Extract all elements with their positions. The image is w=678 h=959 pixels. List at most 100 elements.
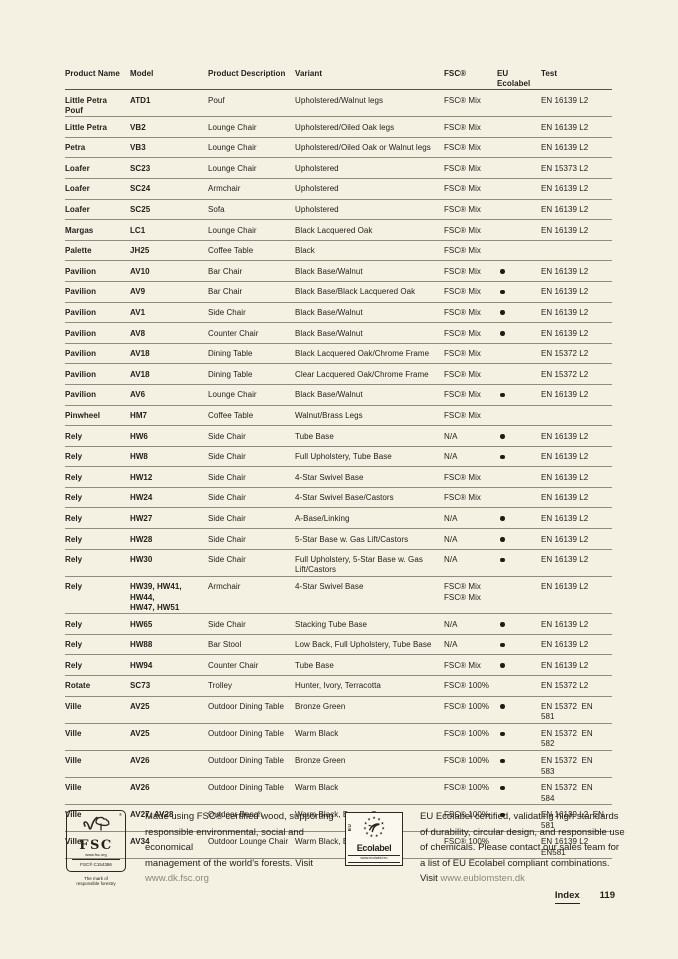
cell-test: EN 16139 L2 xyxy=(541,287,589,297)
cell-test: EN 16139 L2 xyxy=(541,513,589,523)
svg-text:★: ★ xyxy=(370,833,374,838)
cell-variant: Black Lacquered Oak xyxy=(295,225,373,235)
cell-variant: Black xyxy=(295,246,315,256)
cell-variant: Bronze Green xyxy=(295,756,346,766)
cell-model: SC73 xyxy=(130,681,151,691)
cell-product-name: Rely xyxy=(65,513,83,523)
cell-product-name: Pavilion xyxy=(65,287,97,297)
cell-eu-ecolabel xyxy=(497,702,541,709)
column-header-eu-ecolabel: EU Ecolabel xyxy=(497,68,531,88)
table-body: Little Petra Pouf ATD1 Pouf Upholstered/Wal… xyxy=(65,90,612,860)
fsc-registered-mark: ® xyxy=(119,812,122,817)
cell-product-description: Outdoor Dining Table xyxy=(208,729,285,739)
cell-product-name: Palette xyxy=(65,246,92,256)
cell-test: EN 15372 L2 xyxy=(541,369,589,379)
cell-product-name: Loafer xyxy=(65,163,90,173)
cell-product-name: Pavilion xyxy=(65,349,97,359)
cell-fsc: FSC® Mix xyxy=(444,349,481,359)
cell-variant: Tube Base xyxy=(295,660,334,670)
cell-variant: 4-Star Swivel Base xyxy=(295,472,364,482)
cell-eu-ecolabel xyxy=(497,640,541,648)
table-row: Ville AV26 Outdoor Dining Table Bronze Gree… xyxy=(65,751,612,778)
cell-product-description: Lounge Chair xyxy=(208,225,257,235)
cell-test: EN 16139 L2 xyxy=(541,205,589,215)
eu-ecolabel-paragraph: EU Ecolabel certified, validating high s… xyxy=(420,811,625,869)
cell-fsc: FSC® Mix xyxy=(444,369,481,379)
eu-ecolabel-dot-icon xyxy=(500,663,505,668)
column-header-variant: Variant xyxy=(295,68,323,78)
cell-model: HW8 xyxy=(130,452,148,462)
cell-model: AV26 xyxy=(130,783,150,793)
cell-variant: Upholstered/Oiled Oak or Walnut legs xyxy=(295,143,431,153)
cell-test: EN 16139 L2 xyxy=(541,143,589,153)
cell-test: EN 16139 L2 xyxy=(541,225,589,235)
cell-test: EN 16139 L2 xyxy=(541,640,589,650)
table-row: Pavilion AV9 Bar Chair Black Base/Black Lac… xyxy=(65,282,612,303)
cell-product-name: Pavilion xyxy=(65,369,97,379)
cell-test: EN 15372 EN 581 xyxy=(541,702,596,722)
cell-test: EN 16139 L2 xyxy=(541,308,589,318)
table-row: Pavilion AV10 Bar Chair Black Base/Walnut FS… xyxy=(65,261,612,282)
cell-fsc: FSC® 100% xyxy=(444,681,490,691)
cell-model: AV8 xyxy=(130,328,146,338)
table-row: Rely HW39, HW41, HW44, HW47, HW51 Armchair… xyxy=(65,577,612,615)
cell-model: HW27 xyxy=(130,513,153,523)
cell-product-description: Dining Table xyxy=(208,349,253,359)
fsc-license-code: FSC® C154386 xyxy=(80,862,112,867)
cell-fsc: FSC® Mix xyxy=(444,287,481,297)
cell-product-name: Rely xyxy=(65,555,83,565)
fsc-paragraph: Made using FSC® certified wood, supporti… xyxy=(145,811,334,869)
svg-text:★: ★ xyxy=(372,815,376,820)
cell-fsc: FSC® Mix xyxy=(444,411,481,420)
cell-fsc: FSC® Mix xyxy=(444,225,481,235)
table-row: Rely HW28 Side Chair 5-Star Base w. Gas Lif… xyxy=(65,529,612,550)
cell-eu-ecolabel xyxy=(497,756,541,764)
cell-product-description: Coffee Table xyxy=(208,246,254,256)
cell-product-name: Margas xyxy=(65,225,94,235)
eu-ecolabel-text-block: EU Ecolabel certified, validating high s… xyxy=(420,809,628,887)
cell-fsc: FSC® Mix xyxy=(444,95,481,105)
cell-test: EN 16139 L2 xyxy=(541,660,589,670)
eu-ecolabel-link[interactable]: www.eublomsten.dk xyxy=(440,873,525,885)
cell-product-name: Petra xyxy=(65,143,86,153)
cell-variant: Hunter, Ivory, Terracotta xyxy=(295,681,381,691)
fsc-text-block: Made using FSC® certified wood, supporti… xyxy=(145,809,345,887)
cell-test: EN 16139 L2 xyxy=(541,266,589,276)
cell-eu-ecolabel xyxy=(497,661,541,668)
cell-fsc: FSC® Mix xyxy=(444,328,481,338)
fsc-link[interactable]: www.dk.fsc.org xyxy=(145,873,209,885)
eu-ecolabel-dot-icon xyxy=(500,454,505,460)
cell-test: EN 16139 L2 xyxy=(541,452,589,462)
cell-product-description: Armchair xyxy=(208,582,241,592)
cell-product-description: Side Chair xyxy=(208,493,246,503)
ecolabel-url: www.ecolabel.eu xyxy=(348,854,400,863)
ecolabel-wordmark: Ecolabel xyxy=(356,843,392,853)
cell-model: HW28 xyxy=(130,534,153,544)
cell-test: EN 15372 EN 584 xyxy=(541,783,596,803)
svg-text:★: ★ xyxy=(365,830,369,835)
eu-ecolabel-dot-icon xyxy=(500,310,505,316)
svg-text:★: ★ xyxy=(364,820,368,825)
table-row: Rely HW65 Side Chair Stacking Tube Base N/A E… xyxy=(65,614,612,635)
cell-fsc: FSC® 100% xyxy=(444,837,490,847)
cell-model: HW39, HW41, HW44, HW47, HW51 xyxy=(130,582,182,612)
svg-text:★: ★ xyxy=(381,820,385,825)
svg-text:★: ★ xyxy=(379,830,383,835)
cell-test: EN 15373 L2 xyxy=(541,163,589,173)
cell-variant: Black Lacquered Oak/Chrome Frame xyxy=(295,349,430,359)
cell-model: HW94 xyxy=(130,660,153,670)
svg-text:★: ★ xyxy=(375,833,379,838)
cell-model: HW88 xyxy=(130,640,153,650)
cell-eu-ecolabel xyxy=(497,329,541,336)
cell-fsc: FSC® 100% xyxy=(444,810,490,820)
fsc-tagline: The mark of responsible forestry xyxy=(76,875,116,887)
cell-fsc: FSC® Mix xyxy=(444,184,481,194)
svg-text:★: ★ xyxy=(367,816,371,821)
cell-model: AV18 xyxy=(130,369,150,379)
cell-product-description: Outdoor Lounge Chair xyxy=(208,837,289,847)
table-row: Pavilion AV18 Dining Table Black Lacquered … xyxy=(65,344,612,365)
cell-product-name: Rely xyxy=(65,660,83,670)
index-link[interactable]: Index xyxy=(554,890,580,904)
eu-ecolabel-dot-icon xyxy=(500,269,505,274)
